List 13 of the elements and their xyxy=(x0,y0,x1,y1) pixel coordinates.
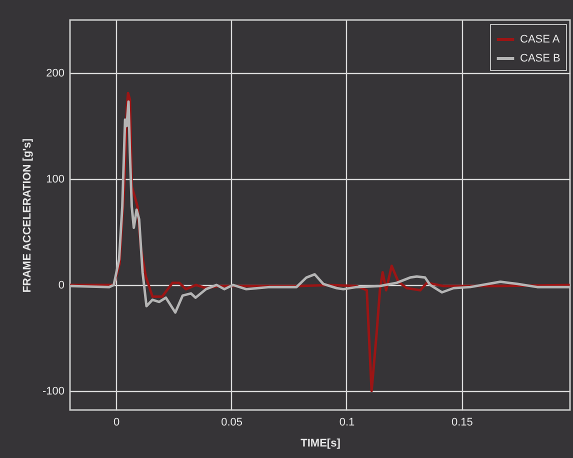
legend-label: CASE B xyxy=(520,52,560,64)
y-tick-label: 0 xyxy=(58,279,64,292)
line-series xyxy=(68,100,572,314)
legend-label: CASE A xyxy=(520,34,560,46)
y-tick-label: 200 xyxy=(46,67,64,80)
y-axis-title: FRAME ACCELERATION [g's] xyxy=(21,138,34,293)
x-tick-label: 0.05 xyxy=(221,416,242,428)
y-tick-label: 100 xyxy=(46,173,64,186)
x-tick-label: 0 xyxy=(114,416,120,428)
x-tick-label: 0.1 xyxy=(339,416,355,428)
y-tick-label: -100 xyxy=(42,385,64,398)
x-axis-title: TIME[s] xyxy=(300,438,341,450)
x-tick-label: 0.15 xyxy=(451,416,473,428)
